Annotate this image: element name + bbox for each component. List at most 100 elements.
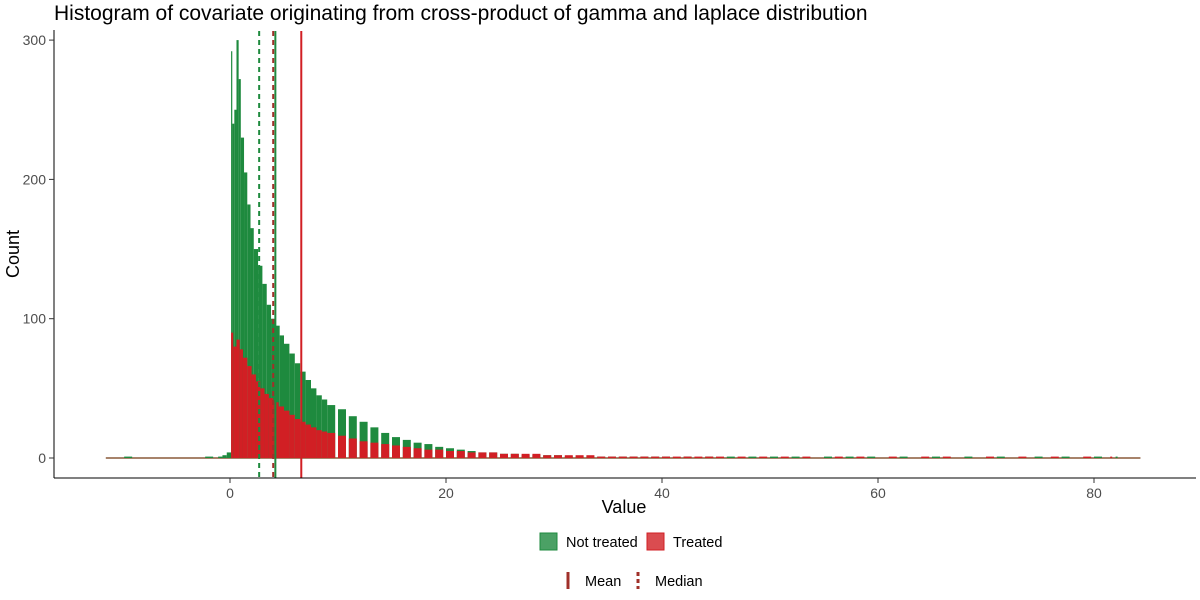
axes — [53, 30, 1196, 479]
not-treated-bar — [791, 456, 800, 458]
not-treated-bar — [338, 409, 346, 458]
not-treated-bar — [316, 395, 322, 458]
fill-legend: Not treated Treated — [539, 532, 722, 551]
not-treated-bar — [279, 335, 284, 458]
not-treated-bar — [271, 318, 276, 458]
not-treated-bar — [1094, 456, 1102, 458]
not-treated-bar — [996, 456, 1005, 458]
treated-bar — [737, 456, 746, 458]
not-treated-bar — [300, 371, 306, 458]
y-tick-label: 300 — [23, 32, 47, 48]
treated-bar — [294, 418, 301, 458]
not-treated-bar — [770, 456, 778, 458]
x-tick-label: 60 — [870, 485, 886, 501]
y-ticks: 0 100 200 300 — [23, 32, 54, 466]
y-axis-title: Count — [3, 230, 23, 278]
not-treated-bar — [748, 456, 757, 458]
treated-bar — [532, 453, 541, 458]
treated-bar — [640, 456, 649, 458]
treated-bar — [986, 456, 994, 458]
treated-bar — [780, 456, 789, 458]
not-treated-bar — [964, 456, 973, 458]
treated-bar — [456, 451, 465, 458]
treated-bar — [489, 452, 498, 458]
treated-bar — [311, 427, 317, 458]
treated-bar — [478, 452, 487, 458]
not-treated-bar — [305, 379, 311, 458]
treated-bar — [242, 357, 248, 458]
treated-bar — [255, 381, 261, 458]
not-treated-bar — [124, 456, 133, 458]
treated-bar — [316, 430, 322, 458]
treated-bar — [672, 456, 681, 458]
legend-swatch-treated — [646, 532, 665, 551]
legend-label-median: Median — [655, 574, 703, 590]
treated-bar — [424, 449, 433, 458]
treated-bar — [510, 453, 519, 458]
not-treated-bar — [247, 204, 251, 458]
not-treated-bar — [1061, 456, 1070, 458]
treated-bar — [247, 366, 252, 458]
treated-bar — [251, 374, 256, 458]
y-tick-label: 100 — [23, 311, 47, 327]
treated-bar — [338, 435, 346, 458]
treated-bar — [236, 339, 240, 458]
not-treated-bar — [359, 421, 368, 458]
not-treated-bar — [205, 456, 214, 458]
treated-bar — [629, 456, 638, 458]
treated-bar — [284, 410, 290, 458]
y-tick-label: 0 — [38, 450, 46, 466]
treated-bar — [278, 406, 284, 458]
x-axis-title: Value — [602, 497, 647, 517]
treated-bar — [321, 431, 328, 458]
not-treated-bar — [348, 416, 357, 458]
not-treated-bar — [253, 249, 259, 458]
not-treated-bar — [1115, 456, 1118, 458]
not-treated-bar — [867, 456, 876, 458]
not-treated-bar — [226, 452, 232, 458]
not-treated-bar — [311, 388, 317, 458]
treated-bar — [586, 455, 595, 458]
not-treated-bar — [234, 109, 237, 458]
x-tick-label: 40 — [654, 485, 670, 501]
not-treated-bar — [289, 353, 295, 458]
x-tick-label: 0 — [226, 485, 234, 501]
treated-bar — [705, 456, 714, 458]
not-treated-bar — [244, 172, 248, 458]
treated-bar — [942, 456, 951, 458]
treated-bar — [402, 446, 411, 458]
treated-bar — [564, 455, 573, 458]
not-treated-bar — [236, 40, 239, 458]
treated-bar — [662, 456, 670, 458]
treated-bar — [231, 332, 234, 458]
treated-bar — [300, 421, 306, 458]
not-treated-bar — [1034, 456, 1043, 458]
not-treated-bar — [845, 456, 854, 458]
chart-title: Histogram of covariate originating from … — [54, 2, 868, 25]
treated-bar — [381, 444, 390, 458]
treated-bar — [392, 445, 400, 458]
not-treated-bar — [275, 325, 280, 458]
treated-bar — [500, 453, 508, 458]
treated-bar — [888, 456, 897, 458]
treated-bar — [264, 393, 269, 458]
treated-bar — [651, 456, 660, 458]
x-tick-label: 20 — [438, 485, 454, 501]
legend-label-treated: Treated — [673, 535, 722, 551]
not-treated-bar — [258, 265, 263, 458]
treated-bar — [1110, 456, 1113, 458]
treated-bar — [921, 456, 930, 458]
treated-bar — [608, 456, 616, 458]
not-treated-bar — [232, 123, 235, 459]
not-treated-bar — [294, 363, 301, 458]
treated-bar — [759, 456, 768, 458]
treated-bar — [327, 432, 336, 458]
not-treated-bar — [899, 456, 908, 458]
treated-bar — [305, 424, 311, 458]
treated-bar — [348, 438, 357, 458]
legend-swatch-not-treated — [539, 532, 558, 551]
treated-bar — [268, 398, 274, 458]
treated-bar — [359, 441, 368, 458]
treated-bar — [543, 455, 552, 458]
